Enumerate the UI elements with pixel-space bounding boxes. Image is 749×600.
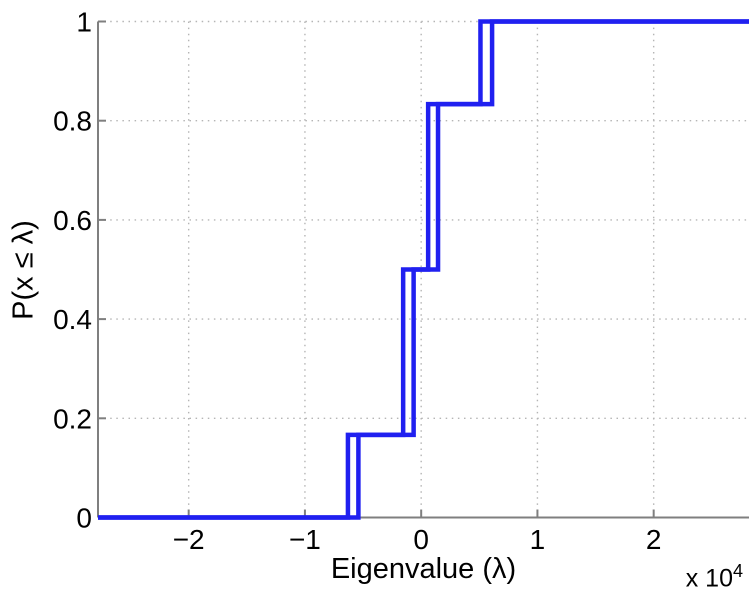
x-tick-label: 1 [530, 524, 546, 555]
y-tick-label: 0.4 [53, 304, 92, 335]
x-axis-multiplier-exponent: 4 [732, 561, 743, 581]
y-tick-label: 0.2 [53, 403, 92, 434]
y-tick-label: 1 [76, 7, 92, 38]
x-tick-label: 0 [413, 524, 429, 555]
ecdf-curve-2 [98, 19, 749, 520]
y-axis-label: P(x ≤ λ) [8, 220, 41, 320]
y-tick-label: 0.6 [53, 205, 92, 236]
x-axis-multiplier: x 104 [686, 561, 743, 593]
y-tick-label: 0 [76, 503, 92, 534]
y-axis-label-text: P(x ≤ λ) [7, 220, 40, 320]
y-tick-label: 0.8 [53, 106, 92, 137]
x-axis-multiplier-base: x 10 [685, 564, 733, 593]
x-tick-label: −2 [173, 524, 205, 555]
x-axis-label: Eigenvalue (λ) [98, 553, 749, 586]
x-axis-label-text: Eigenvalue (λ) [330, 553, 517, 585]
x-tick-label: 2 [646, 524, 662, 555]
x-tick-label: −1 [289, 524, 321, 555]
